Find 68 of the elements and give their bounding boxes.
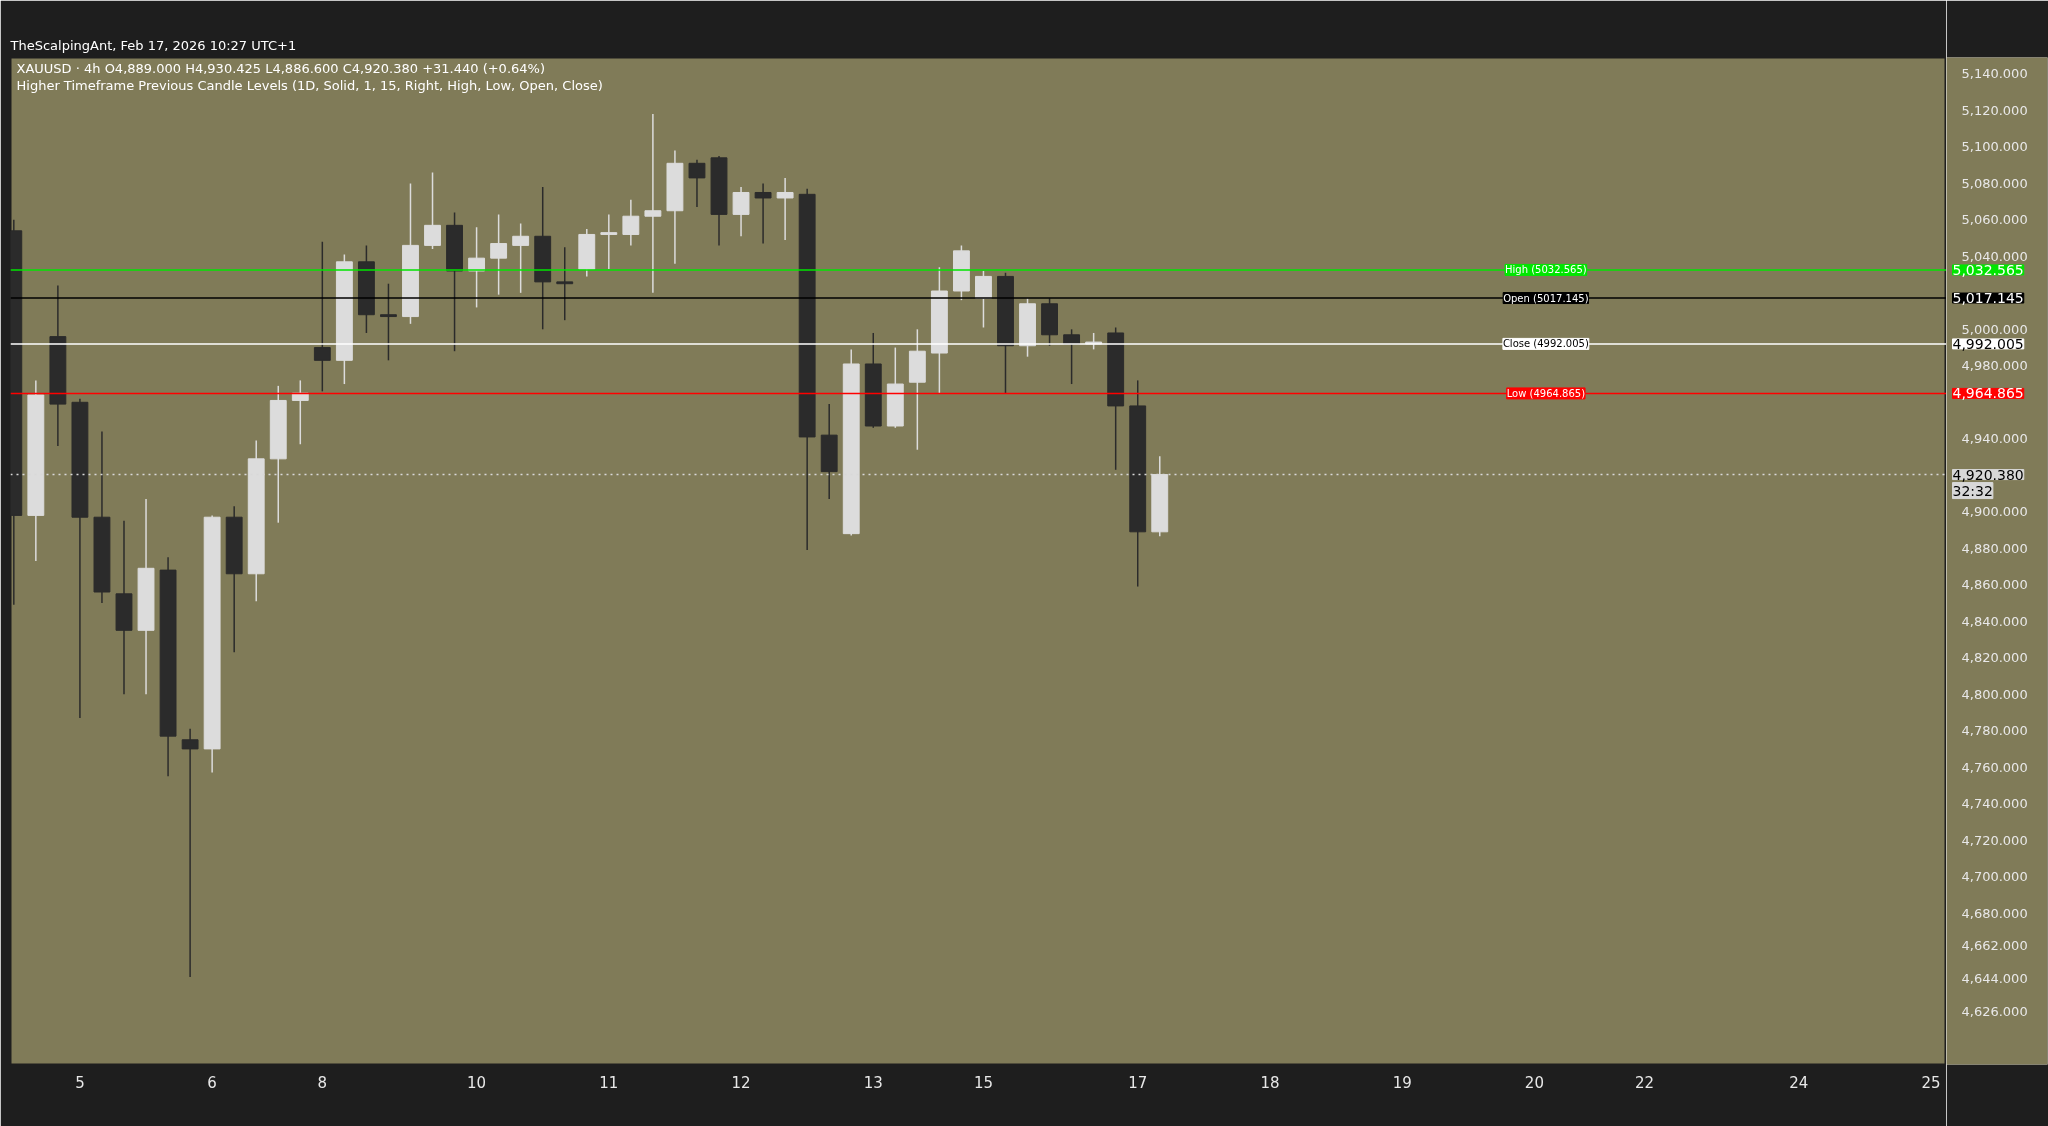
y-tick-label: 4,840.000 <box>1961 613 2028 629</box>
ref-line-label: Low (4964.865) <box>1506 387 1586 399</box>
y-tick-label: 4,900.000 <box>1961 504 2028 520</box>
text: TheScalpingAnt, Feb 17, 2026 10:27 UTC+1 <box>9 37 297 53</box>
candlestick <box>776 177 794 241</box>
text: Higher Timeframe Previous Candle Levels (1D, Solid, 1, 15, Right, High, Low, Open, Close) <box>16 77 603 93</box>
candlestick <box>975 270 992 329</box>
x-tick-label: 25 <box>1921 1073 1941 1092</box>
candlestick <box>556 246 574 321</box>
x-tick-label: 20 <box>1524 1073 1544 1092</box>
x-tick-label: 17 <box>1128 1073 1148 1092</box>
x-tick-label: 6 <box>207 1073 217 1092</box>
y-tick-label: 4,780.000 <box>1961 723 2028 739</box>
y-tick-label: 4,626.000 <box>1961 1004 2028 1020</box>
candlestick <box>754 182 772 245</box>
candlestick <box>181 728 199 978</box>
y-tick-label: 4,740.000 <box>1961 796 2028 812</box>
ref-line-label: Close (4992.005) <box>1502 338 1589 350</box>
y-tick-label: 5,080.000 <box>1961 175 2028 191</box>
candlestick <box>732 186 750 238</box>
text: 4,964.865 <box>1952 385 2024 402</box>
y-tick-label: 5,060.000 <box>1961 212 2028 228</box>
y-tick-label: 4,720.000 <box>1961 832 2028 848</box>
text: 5,032.565 <box>1952 261 2024 278</box>
chart-title: XAUUSD · 4h O4,889.000 H4,930.425 L4,886.600 C4,920.380 +31.440 (+0.64%) <box>16 60 545 76</box>
candlestick <box>490 213 508 296</box>
y-tick-label: 5,140.000 <box>1961 66 2028 82</box>
candlestick <box>1063 328 1081 385</box>
y-tick-label: 4,680.000 <box>1961 905 2028 921</box>
text: 32:32 <box>1952 482 1993 499</box>
x-tick-label: 11 <box>599 1073 619 1092</box>
candlestick <box>512 222 530 294</box>
x-tick-label: 15 <box>973 1073 994 1092</box>
text: 5,017.145 <box>1952 290 2024 307</box>
x-tick-label: 5 <box>75 1073 85 1092</box>
y-tick-label: 4,662.000 <box>1961 938 2028 954</box>
y-tick-label: 4,820.000 <box>1961 650 2028 666</box>
y-tick-label: 4,880.000 <box>1961 540 2028 556</box>
y-tick-label: 4,860.000 <box>1961 577 2028 593</box>
x-tick-label: 19 <box>1392 1073 1412 1092</box>
text: 4,992.005 <box>1952 335 2024 352</box>
candlestick <box>622 199 640 247</box>
x-tick-label: 12 <box>731 1073 751 1092</box>
y-tick-label: 5,120.000 <box>1961 102 2028 118</box>
ref-line-label: High (5032.565) <box>1505 264 1587 276</box>
y-tick-label: 4,940.000 <box>1961 431 2028 447</box>
x-tick-label: 22 <box>1635 1073 1655 1092</box>
x-tick-label: 18 <box>1260 1073 1280 1092</box>
candlestick <box>644 113 662 294</box>
ref-line-label: Open (5017.145) <box>1503 292 1589 304</box>
x-tick-label: 13 <box>863 1073 883 1092</box>
y-tick-label: 5,000.000 <box>1961 321 2028 337</box>
y-tick-label: 4,800.000 <box>1961 686 2028 702</box>
y-tick-label: 4,980.000 <box>1961 358 2028 374</box>
y-tick-label: 4,644.000 <box>1961 971 2028 987</box>
y-tick-label: 5,100.000 <box>1961 139 2028 155</box>
candlestick <box>600 213 618 270</box>
x-tick-label: 8 <box>317 1073 328 1092</box>
y-tick-label: 4,760.000 <box>1961 759 2028 775</box>
x-tick-label: 24 <box>1789 1073 1809 1092</box>
candlestick <box>380 282 397 362</box>
candlestick <box>424 171 441 250</box>
candlestick <box>688 158 706 208</box>
text: 4,920.380 <box>1952 466 2024 483</box>
y-tick-label: 4,700.000 <box>1961 869 2028 885</box>
y-tick-label: 5,040.000 <box>1961 248 2028 264</box>
candlestick <box>313 241 331 393</box>
x-tick-label: 10 <box>467 1073 487 1092</box>
